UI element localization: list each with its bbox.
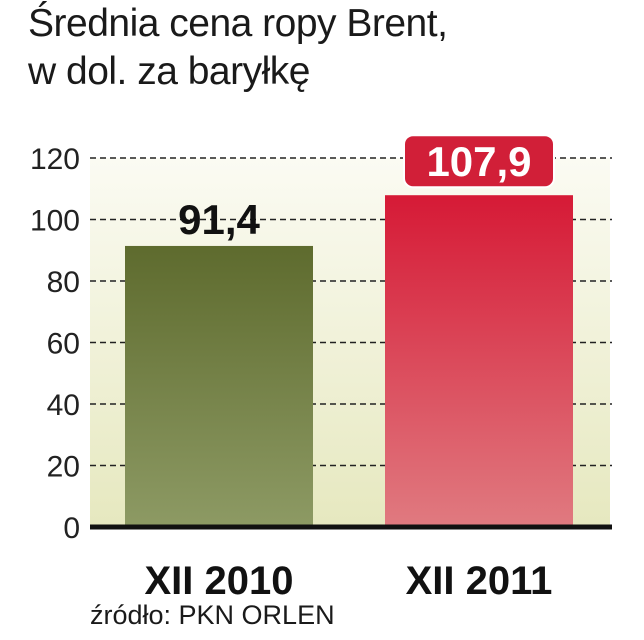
y-tick-label-0: 0 xyxy=(63,512,80,545)
y-tick-label-60: 60 xyxy=(47,328,80,361)
source-note: źródło: PKN ORLEN xyxy=(90,600,335,630)
y-tick-label-40: 40 xyxy=(47,389,80,422)
y-tick-label-20: 20 xyxy=(47,451,80,484)
value-label-1: 91,4 xyxy=(178,196,260,243)
chart-title: Średnia cena ropy Brent, w dol. za barył… xyxy=(28,0,448,96)
value-badge-2 xyxy=(403,134,555,189)
title-line-1: Średnia cena ropy Brent, xyxy=(28,2,448,45)
bar-1 xyxy=(125,245,313,527)
x-tick-label-2: XII 2011 xyxy=(406,559,553,603)
bar-2 xyxy=(385,195,573,527)
y-tick-label-100: 100 xyxy=(30,205,80,238)
y-tick-label-80: 80 xyxy=(47,266,80,299)
title-line-2: w dol. za baryłkę xyxy=(28,50,310,93)
value-label-2: 107,9 xyxy=(426,138,531,185)
x-tick-label-1: XII 2010 xyxy=(144,559,293,603)
y-tick-label-120: 120 xyxy=(30,143,80,176)
